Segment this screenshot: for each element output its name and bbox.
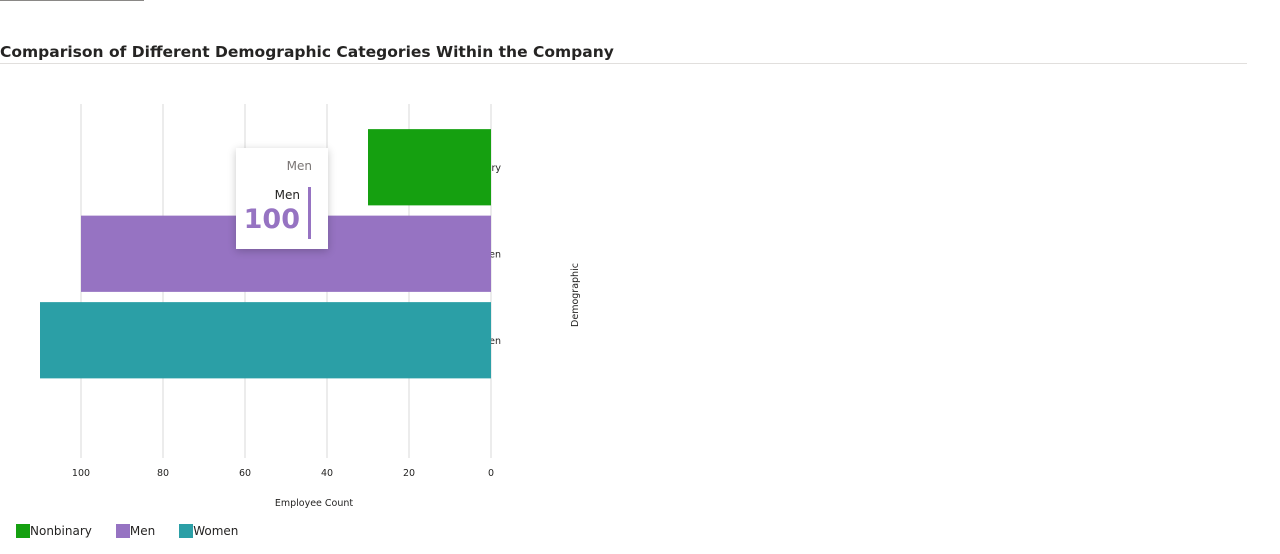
legend-swatch-women xyxy=(179,524,194,538)
tooltip-header: Men xyxy=(286,159,312,173)
x-tick-label: 40 xyxy=(321,468,333,479)
x-tick-label: 0 xyxy=(488,468,494,479)
legend-label: Nonbinary xyxy=(30,524,92,538)
tooltip-color-bar xyxy=(308,187,311,239)
x-axis-title: Employee Count xyxy=(275,498,354,509)
legend-item-men[interactable]: Men xyxy=(115,524,156,538)
x-tick-label: 20 xyxy=(403,468,415,479)
bar-nonbinary-overlay xyxy=(368,129,491,206)
legend-item-nonbinary[interactable]: Nonbinary xyxy=(16,524,92,538)
legend-label: Men xyxy=(129,524,156,538)
tooltip-value: 100 xyxy=(243,204,300,235)
x-tick-label: 60 xyxy=(239,468,251,479)
x-tick-label: 80 xyxy=(157,468,169,479)
top-divider xyxy=(0,0,144,1)
legend-swatch-nonbinary xyxy=(16,524,30,538)
tooltip-series-label: Men xyxy=(274,188,300,202)
y-axis-title: Demographic xyxy=(570,263,581,327)
bar-women-overlay xyxy=(40,302,491,379)
data-tooltip: Men Men 100 xyxy=(236,148,328,249)
legend-swatch-men xyxy=(115,524,130,538)
chart-legend: Nonbinary Men Women xyxy=(16,522,262,540)
chart-title: Comparison of Different Demographic Cate… xyxy=(0,43,1247,64)
x-tick-label: 100 xyxy=(72,468,90,479)
legend-label: Women xyxy=(193,524,239,538)
legend-item-women[interactable]: Women xyxy=(179,524,238,538)
